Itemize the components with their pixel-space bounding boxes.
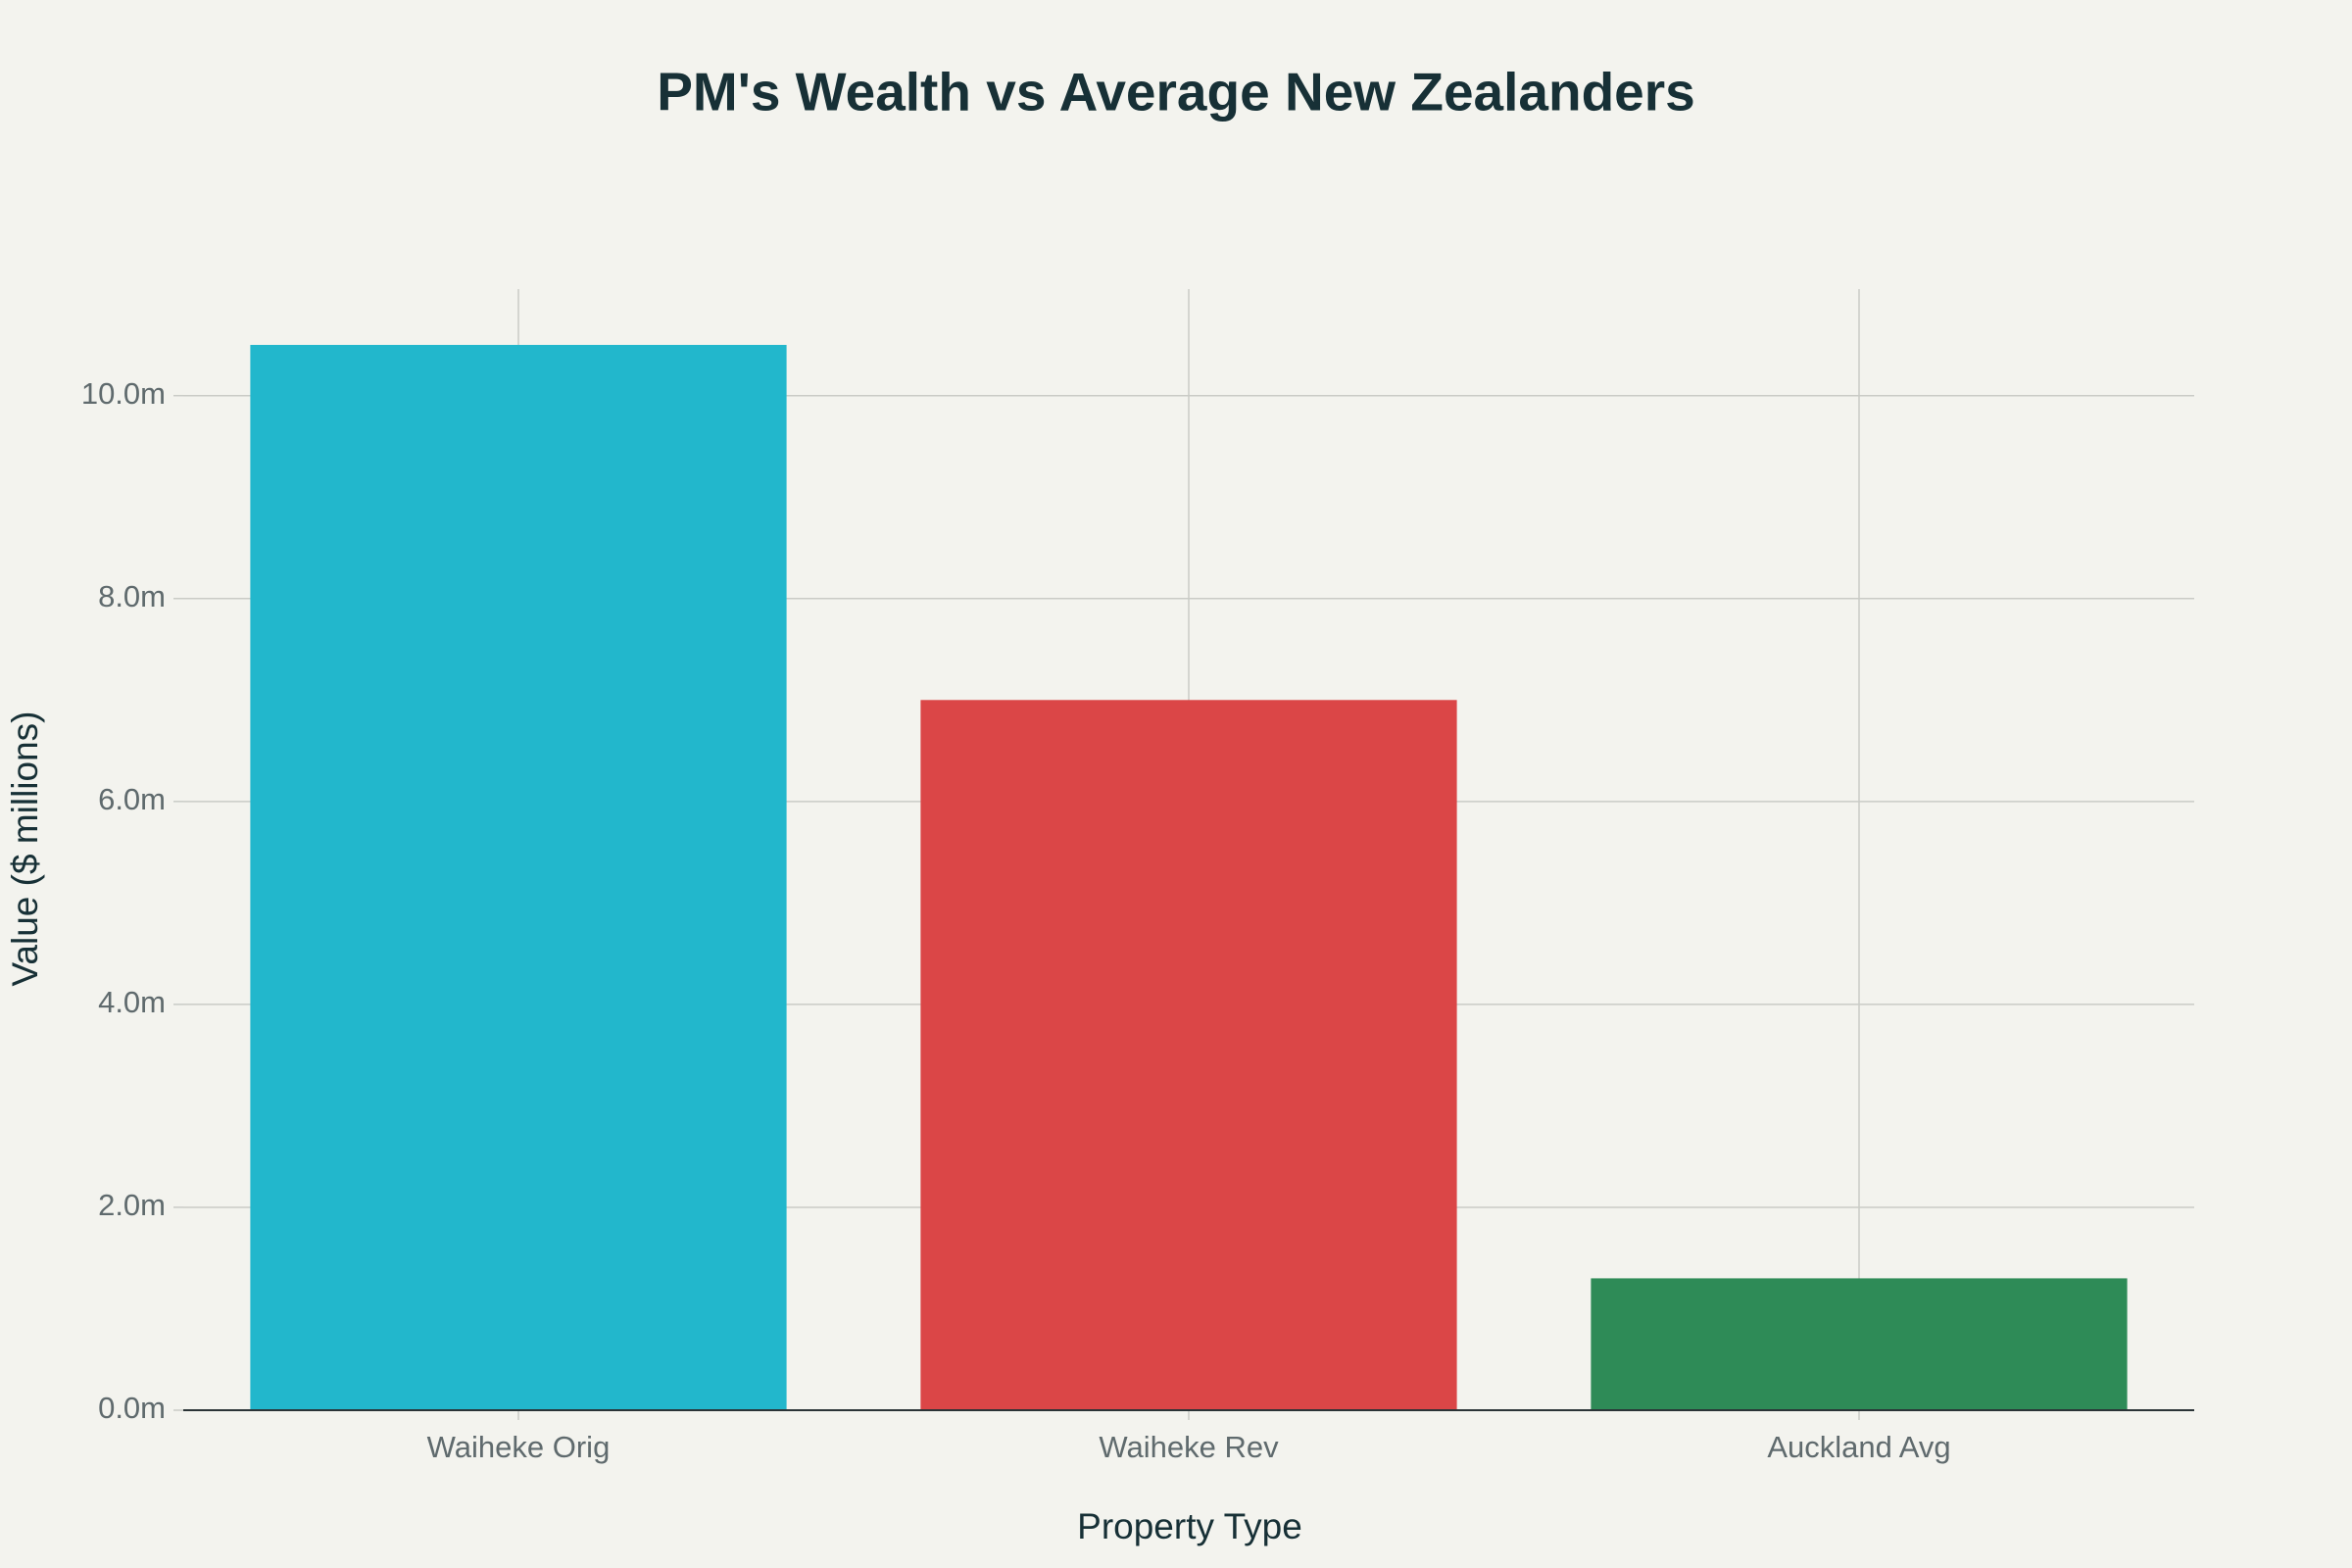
y-axis-title: Value ($ millions): [5, 710, 45, 986]
y-tick-label: 8.0m: [98, 579, 166, 613]
x-axis-title: Property Type: [1077, 1506, 1302, 1546]
y-tick-label: 10.0m: [81, 376, 166, 411]
bar: [920, 700, 1457, 1410]
y-tick-label: 0.0m: [98, 1391, 166, 1425]
x-tick-label: Waiheke Rev: [1099, 1430, 1279, 1464]
y-tick-label: 2.0m: [98, 1188, 166, 1222]
bar: [250, 344, 787, 1410]
x-tick-label: Waiheke Orig: [427, 1430, 611, 1464]
bar: [1591, 1278, 2128, 1410]
x-tick-label: Auckland Avg: [1767, 1430, 1950, 1464]
y-tick-label: 4.0m: [98, 985, 166, 1019]
chart-title: PM's Wealth vs Average New Zealanders: [657, 62, 1695, 122]
y-tick-label: 6.0m: [98, 782, 166, 816]
